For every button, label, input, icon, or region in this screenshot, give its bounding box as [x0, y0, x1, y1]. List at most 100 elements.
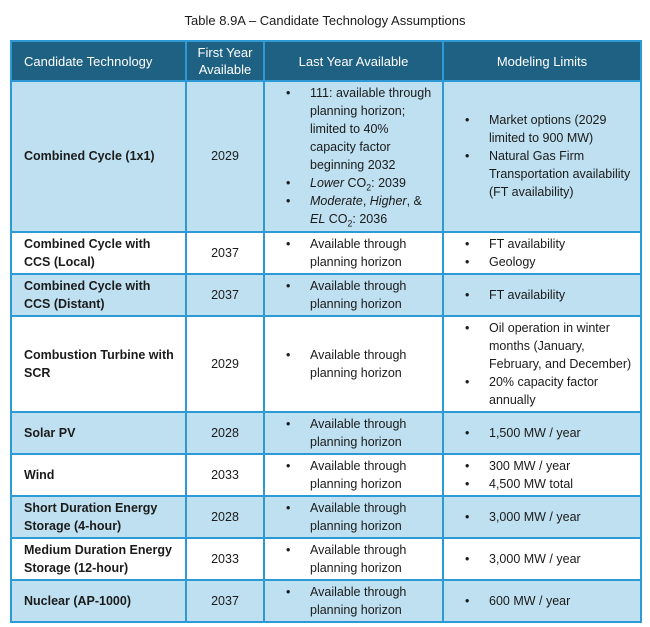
technology-name: Combined Cycle with CCS (Local) [10, 230, 187, 275]
last-year-bullet-list: • Available through planning horizon [268, 415, 439, 451]
modeling-limits-cell: • 3,000 MW / year [442, 536, 642, 581]
header-row: Candidate Technology First Year Availabl… [10, 40, 642, 82]
bullet-marker: • [465, 551, 470, 566]
modeling-limits-bullet-list: • Market options (2029 limited to 900 MW)… [447, 111, 637, 201]
bullet-marker: • [465, 113, 470, 128]
modeling-limits-bullet-list: • 600 MW / year [447, 592, 637, 610]
last-year-available-cell: • Available through planning horizon [263, 410, 444, 455]
bullet-marker: • [465, 236, 470, 251]
bullet-marker: • [286, 416, 291, 431]
last-year-available-cell: • 111: available through planning horizon… [263, 80, 444, 233]
bullet-marker: • [465, 320, 470, 335]
bullet-text: 300 MW / year [489, 458, 571, 473]
first-year-value: 2029 [185, 80, 265, 233]
modeling-limits-bullet-list: • FT availability [447, 286, 637, 304]
modeling-limits-cell: • 600 MW / year [442, 578, 642, 623]
bullet-item: • 300 MW / year [465, 457, 635, 475]
bullet-text: Market options (2029 limited to 900 MW) [489, 113, 607, 146]
bullet-item: • Available through planning horizon [286, 346, 437, 382]
bullet-text: Available through planning horizon [310, 542, 407, 575]
technology-name: Short Duration Energy Storage (4-hour) [10, 494, 187, 539]
bullet-marker: • [286, 236, 291, 251]
bullet-text: Available through planning horizon [310, 278, 407, 311]
first-year-value: 2033 [185, 536, 265, 581]
bullet-item: • FT availability [465, 235, 635, 253]
table-body: Combined Cycle (1x1) 2029 • 111: available … [10, 80, 642, 623]
last-year-available-cell: • Available through planning horizon [263, 230, 444, 275]
bullet-item: • 3,000 MW / year [465, 508, 635, 526]
technology-name: Combustion Turbine with SCR [10, 314, 187, 413]
bullet-item: • Available through planning horizon [286, 583, 437, 619]
table-row: Short Duration Energy Storage (4-hour) 20… [10, 494, 642, 539]
bullet-item: • FT availability [465, 286, 635, 304]
bullet-item: • Available through planning horizon [286, 415, 437, 451]
bullet-text: 111: available through planning horizon;… [310, 86, 432, 172]
bullet-text: Oil operation in winter months (January,… [489, 320, 632, 371]
last-year-available-cell: • Available through planning horizon [263, 494, 444, 539]
bullet-item: • Available through planning horizon [286, 541, 437, 577]
bullet-marker: • [465, 593, 470, 608]
bullet-text: Available through planning horizon [310, 236, 407, 269]
last-year-bullet-list: • Available through planning horizon [268, 457, 439, 493]
technology-name: Combined Cycle with CCS (Distant) [10, 272, 187, 317]
bullet-item: • Moderate, Higher, & EL CO2: 2036 [286, 192, 437, 228]
bullet-marker: • [465, 509, 470, 524]
bullet-item: • Available through planning horizon [286, 235, 437, 271]
last-year-bullet-list: • Available through planning horizon [268, 235, 439, 271]
bullet-marker: • [286, 542, 291, 557]
modeling-limits-cell: • 3,000 MW / year [442, 494, 642, 539]
last-year-bullet-list: • Available through planning horizon [268, 277, 439, 313]
first-year-value: 2028 [185, 494, 265, 539]
bullet-item: • Geology [465, 253, 635, 271]
bullet-marker: • [465, 287, 470, 302]
table-row: Nuclear (AP-1000) 2037 • Available through … [10, 578, 642, 623]
bullet-text: FT availability [489, 236, 566, 251]
bullet-marker: • [286, 458, 291, 473]
bullet-marker: • [286, 86, 291, 100]
bullet-item: • 111: available through planning horizon… [286, 84, 437, 174]
document-page: Table 8.9A – Candidate Technology Assump… [0, 13, 650, 623]
table-row: Solar PV 2028 • Available through planning … [10, 410, 642, 455]
bullet-text: Geology [489, 254, 536, 269]
bullet-item: • 600 MW / year [465, 592, 635, 610]
bullet-text: 1,500 MW / year [489, 425, 581, 440]
bullet-marker: • [286, 194, 291, 209]
modeling-limits-bullet-list: • FT availability • Geology [447, 235, 637, 271]
bullet-text: Available through planning horizon [310, 500, 407, 533]
bullet-item: • 20% capacity factor annually [465, 373, 635, 409]
modeling-limits-bullet-list: • 1,500 MW / year [447, 424, 637, 442]
table-row: Combined Cycle with CCS (Local) 2037 • Avai… [10, 230, 642, 275]
bullet-text: Lower CO2: 2039 [310, 176, 406, 193]
bullet-item: • Available through planning horizon [286, 499, 437, 535]
modeling-limits-cell: • FT availability [442, 272, 642, 317]
bullet-text: 4,500 MW total [489, 476, 574, 491]
bullet-text: FT availability [489, 287, 566, 302]
technology-name: Nuclear (AP-1000) [10, 578, 187, 623]
last-year-bullet-list: • Available through planning horizon [268, 346, 439, 382]
last-year-bullet-list: • Available through planning horizon [268, 541, 439, 577]
bullet-marker: • [286, 347, 291, 362]
bullet-marker: • [286, 278, 291, 293]
table-row: Combined Cycle with CCS (Distant) 2037 • Av… [10, 272, 642, 317]
last-year-bullet-list: • Available through planning horizon [268, 499, 439, 535]
bullet-text: Available through planning horizon [310, 416, 407, 449]
bullet-item: • Lower CO2: 2039 [286, 174, 437, 192]
table-row: Medium Duration Energy Storage (12-hour)… [10, 536, 642, 581]
column-header-modeling-limits: Modeling Limits [442, 40, 642, 82]
first-year-value: 2037 [185, 578, 265, 623]
bullet-text: Available through planning horizon [310, 584, 407, 617]
last-year-available-cell: • Available through planning horizon [263, 272, 444, 317]
last-year-available-cell: • Available through planning horizon [263, 452, 444, 497]
modeling-limits-cell: • 1,500 MW / year [442, 410, 642, 455]
column-header-candidate-technology: Candidate Technology [10, 40, 187, 82]
bullet-item: • 3,000 MW / year [465, 550, 635, 568]
bullet-marker: • [465, 476, 470, 491]
technology-name: Solar PV [10, 410, 187, 455]
last-year-available-cell: • Available through planning horizon [263, 314, 444, 413]
first-year-value: 2029 [185, 314, 265, 413]
bullet-text: Available through planning horizon [310, 347, 407, 380]
bullet-item: • Available through planning horizon [286, 277, 437, 313]
bullet-text: Available through planning horizon [310, 458, 407, 491]
table-title: Table 8.9A – Candidate Technology Assump… [184, 13, 466, 28]
column-header-first-year-available: First Year Available [185, 40, 265, 82]
